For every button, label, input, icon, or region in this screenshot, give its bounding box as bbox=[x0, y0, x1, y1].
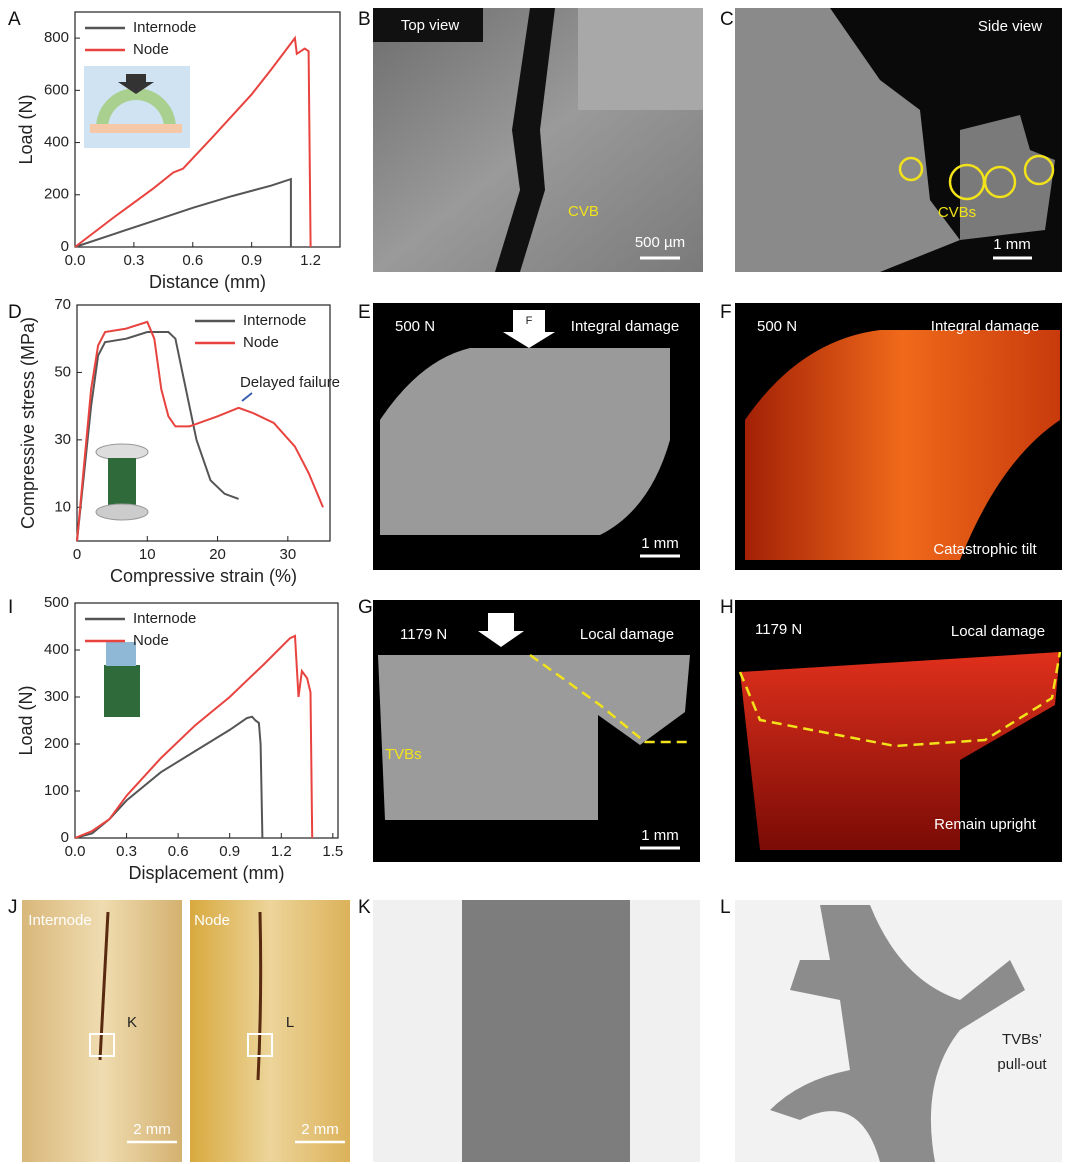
image-label: K bbox=[127, 1014, 137, 1031]
annotation-arrow bbox=[242, 393, 252, 401]
legend-label: Internode bbox=[133, 19, 196, 36]
image-label: L bbox=[286, 1014, 294, 1031]
y-tick-label: 50 bbox=[54, 363, 71, 380]
y-tick-label: 600 bbox=[44, 81, 69, 98]
panel-j-image: Internode Node K L 2 mm 2 mm bbox=[22, 900, 350, 1162]
y-tick-label: 100 bbox=[44, 782, 69, 799]
data-line bbox=[75, 179, 291, 247]
scale-label: 2 mm bbox=[301, 1121, 339, 1138]
image-label: Remain upright bbox=[934, 816, 1037, 833]
image-label: 1179 N bbox=[755, 621, 802, 638]
image-label: CVB bbox=[568, 203, 599, 220]
annotation: Delayed failure bbox=[240, 374, 340, 391]
image-label: 1179 N bbox=[400, 626, 447, 643]
x-tick-label: 0 bbox=[73, 546, 81, 563]
data-line bbox=[75, 717, 262, 838]
panel-f-image: 500 N Integral damage Catastrophic tilt bbox=[735, 303, 1062, 580]
y-tick-label: 70 bbox=[54, 296, 71, 313]
image-label: Node bbox=[194, 912, 230, 929]
y-tick-label: 500 bbox=[44, 594, 69, 611]
panel-label: B bbox=[358, 9, 371, 30]
x-tick-label: 0.9 bbox=[241, 252, 262, 269]
x-axis-label: Distance (mm) bbox=[149, 272, 266, 292]
scale-label: 500 µm bbox=[635, 234, 685, 251]
image-label: Side view bbox=[978, 18, 1042, 35]
plot-frame bbox=[75, 603, 338, 838]
y-tick-label: 800 bbox=[44, 29, 69, 46]
panel-h-image: 1179 N Local damage Remain upright bbox=[735, 600, 1062, 862]
y-tick-label: 200 bbox=[44, 186, 69, 203]
image-label: Catastrophic tilt bbox=[933, 541, 1037, 558]
y-tick-label: 200 bbox=[44, 735, 69, 752]
panel-k-image bbox=[373, 900, 700, 1162]
panel-label: J bbox=[8, 897, 18, 918]
image-label: Integral damage bbox=[571, 318, 679, 335]
x-tick-label: 1.5 bbox=[322, 843, 343, 860]
x-tick-label: 1.2 bbox=[271, 843, 292, 860]
panel-label: C bbox=[720, 9, 734, 30]
y-tick-label: 400 bbox=[44, 641, 69, 658]
image-label: 500 N bbox=[757, 318, 797, 335]
legend-label: Internode bbox=[133, 610, 196, 627]
x-tick-label: 0.3 bbox=[116, 843, 137, 860]
y-tick-label: 0 bbox=[61, 829, 69, 846]
y-axis-label: Load (N) bbox=[16, 685, 36, 755]
image-label: F bbox=[526, 315, 533, 327]
scale-label: 2 mm bbox=[133, 1121, 171, 1138]
y-axis-label: Load (N) bbox=[16, 94, 36, 164]
image-label: TVBs bbox=[385, 746, 422, 763]
panel-g-image: 1179 N Local damage TVBs 1 mm bbox=[373, 600, 700, 862]
panel-label: G bbox=[358, 597, 373, 618]
scale-label: 1 mm bbox=[993, 236, 1031, 253]
panel-label: F bbox=[720, 302, 732, 323]
x-axis-label: Compressive strain (%) bbox=[110, 566, 297, 586]
image-label: CVBs bbox=[938, 204, 976, 221]
legend-label: Node bbox=[133, 632, 169, 649]
panel-label: E bbox=[358, 302, 371, 323]
image-label: Local damage bbox=[580, 626, 674, 643]
image-label: Internode bbox=[28, 912, 91, 929]
inset-notch bbox=[104, 642, 140, 717]
y-tick-label: 30 bbox=[54, 431, 71, 448]
panel-c-image: Side view CVBs 1 mm bbox=[735, 8, 1062, 272]
panel-label: A bbox=[8, 9, 21, 30]
scale-label: 1 mm bbox=[641, 535, 679, 552]
image-label: pull-out bbox=[997, 1056, 1047, 1073]
x-tick-label: 10 bbox=[139, 546, 156, 563]
panel-label: L bbox=[720, 897, 731, 918]
x-axis-label: Displacement (mm) bbox=[128, 863, 284, 883]
y-axis-label: Compressive stress (MPa) bbox=[18, 317, 38, 529]
x-tick-label: 1.2 bbox=[300, 252, 321, 269]
panel-label: H bbox=[720, 597, 734, 618]
figure: Delayed failure Top view CVB 500 µm Side… bbox=[0, 0, 1066, 1164]
y-tick-label: 300 bbox=[44, 688, 69, 705]
y-tick-label: 0 bbox=[61, 238, 69, 255]
legend-label: Internode bbox=[243, 312, 306, 329]
image-label: Local damage bbox=[951, 623, 1045, 640]
panel-label: I bbox=[8, 597, 13, 618]
image-label: Integral damage bbox=[931, 318, 1039, 335]
legend-label: Node bbox=[243, 334, 279, 351]
inset-cylinder bbox=[96, 444, 148, 520]
x-tick-label: 0.9 bbox=[219, 843, 240, 860]
image-label: TVBs’ bbox=[1002, 1031, 1042, 1048]
panel-b-image: Top view CVB 500 µm bbox=[373, 8, 703, 272]
panel-l-image: TVBs’ pull-out bbox=[735, 900, 1062, 1162]
x-tick-label: 0.6 bbox=[182, 252, 203, 269]
x-tick-label: 30 bbox=[279, 546, 296, 563]
scale-label: 1 mm bbox=[641, 827, 679, 844]
x-tick-label: 0.6 bbox=[168, 843, 189, 860]
inset-arch bbox=[84, 66, 190, 148]
panel-label: K bbox=[358, 897, 371, 918]
legend-label: Node bbox=[133, 41, 169, 58]
y-tick-label: 10 bbox=[54, 498, 71, 515]
x-tick-label: 0.3 bbox=[123, 252, 144, 269]
y-tick-label: 400 bbox=[44, 134, 69, 151]
panel-e-image: F 500 N Integral damage 1 mm bbox=[373, 303, 700, 570]
image-label: Top view bbox=[401, 17, 460, 34]
image-label: 500 N bbox=[395, 318, 435, 335]
x-tick-label: 20 bbox=[209, 546, 226, 563]
